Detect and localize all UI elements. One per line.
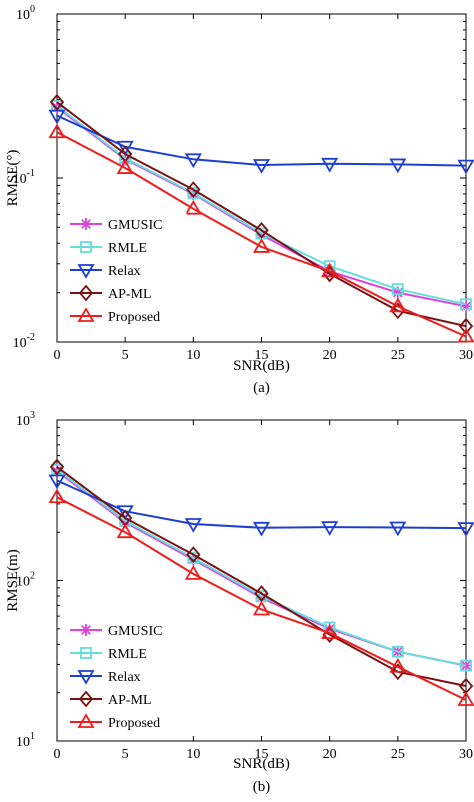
data-point — [49, 93, 65, 111]
x-tick-label: 20 — [323, 348, 337, 363]
legend-marker — [77, 670, 95, 685]
data-point — [49, 458, 65, 476]
data-point — [460, 298, 472, 311]
legend-label: Proposed — [108, 310, 160, 325]
y-tick-label: 10-2 — [13, 332, 35, 351]
legend-marker — [80, 218, 92, 230]
y-tick-label: 101 — [16, 731, 35, 750]
legend-label: GMUSIC — [108, 218, 162, 233]
data-point — [48, 123, 66, 139]
y-tick-label: 102 — [16, 571, 35, 590]
x-axis-label: SNR(dB) — [233, 358, 290, 374]
legend-label: RMLE — [108, 241, 147, 256]
data-point — [252, 238, 271, 253]
legend: GMUSIC RMLE Relax AP-ML Proposed — [65, 617, 187, 741]
x-axis-label: SNR(dB) — [233, 756, 290, 772]
x-tick-label: 0 — [54, 348, 61, 363]
y-tick-label: 103 — [16, 410, 35, 429]
legend-label: GMUSIC — [108, 624, 162, 639]
data-point — [186, 546, 201, 563]
data-point — [116, 140, 134, 156]
legend-box — [65, 211, 187, 335]
data-point — [116, 505, 134, 521]
data-point — [184, 153, 202, 169]
data-point — [389, 657, 407, 673]
data-point — [48, 488, 66, 504]
legend-marker — [80, 624, 92, 636]
y-axis-label: RMSE(°) — [5, 150, 21, 207]
legend-label: Relax — [108, 670, 141, 685]
data-point — [389, 158, 407, 174]
x-tick-label: 30 — [459, 348, 473, 363]
x-tick-label: 10 — [186, 747, 200, 762]
data-point — [321, 157, 339, 173]
series-proposed — [48, 488, 474, 706]
legend-marker — [78, 690, 94, 708]
y-axis-label: RMSE(m) — [5, 549, 21, 612]
x-tick-label: 15 — [255, 747, 269, 762]
data-point — [457, 327, 474, 343]
legend: GMUSIC RMLE Relax AP-ML Proposed — [65, 211, 187, 335]
data-point — [252, 600, 271, 616]
series-line — [56, 105, 467, 306]
x-tick-label: 10 — [186, 348, 200, 363]
legend-marker — [80, 241, 92, 253]
chart-panel-b: 0 5 10 15 20 25 30 101 102 103 SNR(dB) RMSE(m) (b) GM… — [5, 410, 474, 795]
data-point — [391, 645, 404, 658]
legend-marker — [77, 264, 95, 279]
legend-label: AP-ML — [108, 287, 152, 302]
data-point — [321, 521, 339, 536]
data-point — [321, 262, 339, 278]
data-point — [116, 523, 134, 539]
data-point — [48, 109, 66, 125]
legend-marker — [77, 307, 95, 322]
legend-label: RMLE — [108, 647, 147, 662]
series-line — [56, 131, 467, 338]
legend-marker — [80, 647, 92, 659]
x-tick-label: 0 — [54, 747, 61, 762]
x-tick-label: 25 — [391, 747, 405, 762]
x-tick-label: 5 — [122, 348, 129, 363]
data-point — [184, 518, 202, 533]
data-point — [389, 521, 407, 537]
data-point — [457, 522, 474, 537]
data-point — [116, 159, 134, 174]
data-point — [184, 565, 202, 580]
legend-box — [65, 617, 187, 741]
chart-panel-a: 0 5 10 15 20 25 30 10-2 10-1 100 SNR(dB) RMSE(°) (a)… — [5, 4, 474, 396]
panel-label: (b) — [253, 779, 271, 795]
legend-label: Relax — [108, 264, 141, 279]
x-tick-label: 30 — [459, 747, 473, 762]
data-point — [458, 317, 474, 335]
y-tick-label: 100 — [16, 4, 35, 23]
data-point — [186, 181, 201, 198]
data-point — [254, 585, 269, 602]
legend-label: Proposed — [108, 716, 160, 731]
data-point — [252, 521, 271, 537]
data-point — [48, 474, 66, 490]
y-tick-label: 10-1 — [13, 168, 35, 187]
data-point — [184, 199, 202, 215]
series-line — [56, 496, 467, 701]
data-point — [321, 624, 339, 640]
x-tick-label: 25 — [391, 348, 405, 363]
series-proposed — [48, 123, 474, 343]
legend-marker — [77, 713, 95, 728]
x-tick-label: 20 — [323, 747, 337, 762]
x-tick-label: 15 — [255, 348, 269, 363]
legend-marker — [78, 284, 94, 302]
data-point — [457, 691, 474, 706]
data-point — [460, 659, 472, 672]
x-tick-label: 5 — [122, 747, 129, 762]
data-point — [389, 297, 407, 313]
data-point — [391, 283, 404, 296]
legend-label: AP-ML — [108, 693, 152, 708]
data-point — [254, 221, 269, 239]
data-point — [457, 159, 474, 175]
panel-label: (a) — [253, 380, 270, 396]
data-point — [252, 159, 271, 174]
series-rmle — [51, 100, 472, 311]
series-line — [56, 468, 467, 667]
